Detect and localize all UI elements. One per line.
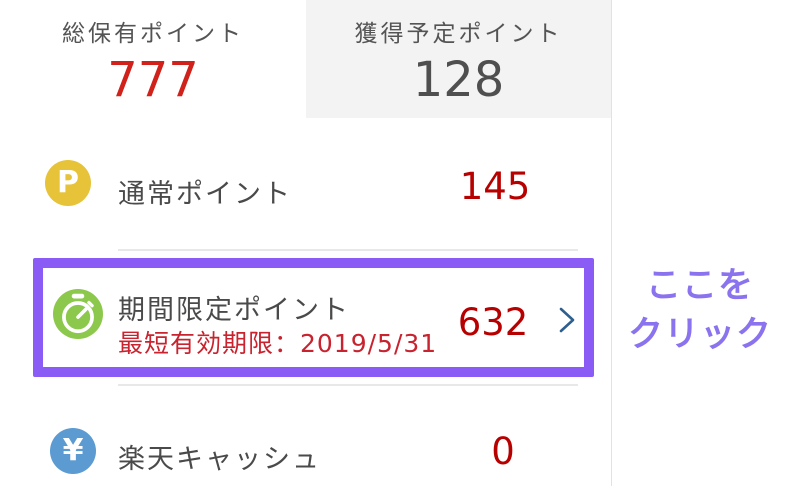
limited-points-value: 632 xyxy=(457,301,529,344)
vertical-divider xyxy=(611,0,612,486)
click-here-line2: クリック xyxy=(627,315,772,355)
rakuten-cash-value: 0 xyxy=(491,430,515,473)
tab-pending-points[interactable]: 獲得予定ポイント 128 xyxy=(306,0,611,118)
total-points-label: 総保有ポイント xyxy=(62,21,244,47)
limited-points-label: 期間限定ポイント xyxy=(118,295,350,326)
rakuten-cash-label: 楽天キャッシュ xyxy=(118,444,321,475)
point-p-icon: P xyxy=(45,160,91,206)
row-separator xyxy=(118,384,578,386)
row-separator xyxy=(118,249,578,251)
pending-points-value: 128 xyxy=(412,52,505,108)
total-points-value: 777 xyxy=(107,52,199,108)
highlight-marker-box xyxy=(33,258,594,377)
yen-icon: ¥ xyxy=(50,428,96,474)
tab-total-points[interactable]: 総保有ポイント 777 xyxy=(0,0,306,118)
click-here-line1: ここを xyxy=(645,266,754,306)
regular-points-value: 145 xyxy=(459,165,531,208)
yen-glyph: ¥ xyxy=(62,433,84,468)
limited-points-expiry: 最短有効期限：2019/5/31 xyxy=(118,329,438,358)
stopwatch-icon xyxy=(53,289,103,339)
point-p-glyph: P xyxy=(57,165,79,200)
pending-points-label: 獲得予定ポイント xyxy=(354,21,563,47)
chevron-right-icon[interactable] xyxy=(556,306,578,334)
regular-points-label: 通常ポイント xyxy=(118,179,292,210)
click-here-annotation: ここを クリック xyxy=(612,262,788,360)
